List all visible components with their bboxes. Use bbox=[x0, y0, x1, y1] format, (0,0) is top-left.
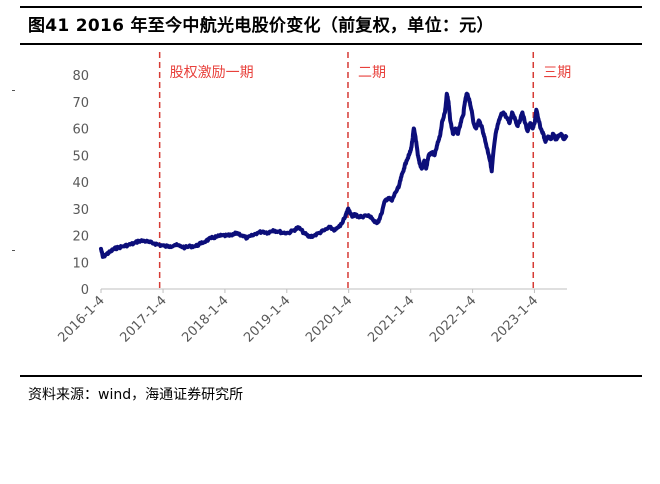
y-tick-label: 70 bbox=[72, 96, 89, 111]
top-rule bbox=[20, 6, 642, 8]
price-series-line bbox=[99, 91, 569, 259]
x-axis-ticks: 2016-1-4 2017-1-4 2018-1-4 2019-1-4 2020-1-4… bbox=[55, 289, 541, 346]
x-tick-label: 2016-1-4 bbox=[55, 293, 107, 345]
x-tick-label: 2018-1-4 bbox=[179, 293, 231, 345]
y-tick-label: 20 bbox=[72, 230, 89, 245]
price-line-chart: 0 10 20 30 40 50 60 70 80 2016-1-4 2017-1-4 2018-1… bbox=[55, 52, 571, 346]
y-tick-label: 40 bbox=[72, 176, 89, 191]
x-tick-label: 2022-1-4 bbox=[427, 293, 479, 345]
y-axis-ticks: 0 10 20 30 40 50 60 70 80 bbox=[72, 69, 89, 298]
x-tick-label: 2017-1-4 bbox=[118, 293, 170, 345]
period-label: 股权激励一期 bbox=[170, 64, 254, 81]
edge-mark bbox=[12, 250, 15, 251]
x-tick-label: 2020-1-4 bbox=[303, 293, 355, 345]
y-tick-label: 50 bbox=[72, 149, 89, 164]
y-tick-label: 60 bbox=[72, 123, 89, 138]
edge-mark bbox=[12, 90, 15, 91]
x-tick-label: 2019-1-4 bbox=[241, 293, 293, 345]
y-tick-label: 10 bbox=[72, 256, 89, 271]
price-series bbox=[99, 91, 569, 259]
period-label: 二期 bbox=[358, 65, 386, 81]
title-rule bbox=[20, 43, 642, 45]
period-markers: 股权激励一期 二期 三期 bbox=[158, 52, 571, 289]
x-tick-label: 2021-1-4 bbox=[365, 293, 417, 345]
chart-title: 图41 2016 年至今中航光电股价变化（前复权，单位：元） bbox=[28, 16, 494, 36]
source-note: 资料来源：wind，海通证券研究所 bbox=[28, 387, 244, 403]
y-tick-label: 0 bbox=[81, 283, 89, 298]
bottom-rule bbox=[20, 375, 642, 377]
y-tick-label: 30 bbox=[72, 203, 89, 218]
y-tick-label: 80 bbox=[72, 69, 89, 84]
x-tick-label: 2023-1-4 bbox=[489, 293, 541, 345]
period-label: 三期 bbox=[543, 65, 571, 81]
